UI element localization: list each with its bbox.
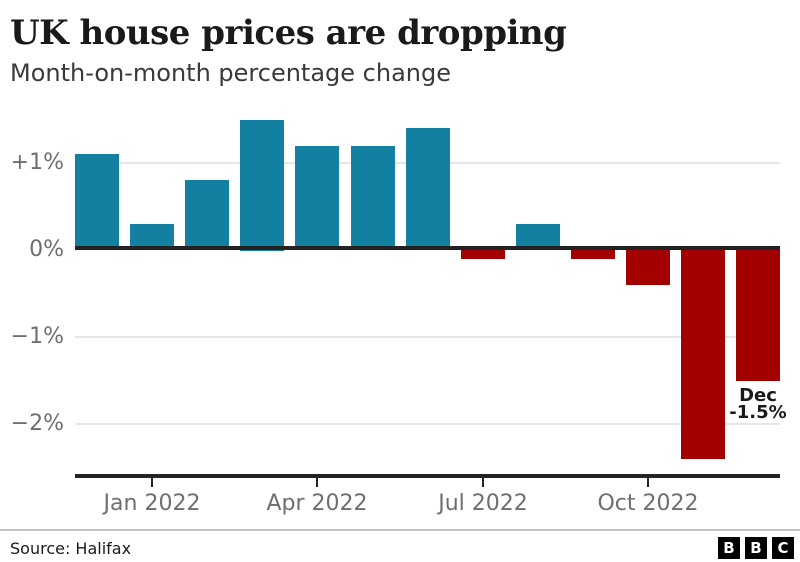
source-attribution: Source: Halifax xyxy=(10,539,132,558)
chart-subtitle: Month-on-month percentage change xyxy=(10,59,451,87)
bbc-logo-letter-icon: B xyxy=(745,537,767,559)
bar-oct-2022 xyxy=(626,250,670,285)
x-axis-line xyxy=(75,474,780,478)
bar-sep-2022 xyxy=(571,250,615,259)
bar-apr-2022 xyxy=(295,146,339,250)
x-axis-label: Jul 2022 xyxy=(438,491,528,516)
x-tick-oct-2022 xyxy=(647,478,649,487)
x-axis-label: Apr 2022 xyxy=(266,491,368,516)
x-tick-jan-2022 xyxy=(151,478,153,487)
bar-feb-2022 xyxy=(185,180,229,250)
bar-dec-2022 xyxy=(736,250,780,381)
bar-may-2022 xyxy=(351,146,395,250)
y-axis-label: +1% xyxy=(10,150,64,175)
bbc-logo-letter-icon: C xyxy=(772,537,794,559)
annotation-line: -1.5% xyxy=(729,402,787,423)
bbc-logo-letter-icon: B xyxy=(718,537,740,559)
y-axis-label: 0% xyxy=(29,237,64,262)
annotation-line: Dec xyxy=(739,385,777,406)
bar-nov-2022 xyxy=(681,250,725,459)
y-axis-label: −2% xyxy=(10,411,64,436)
x-axis-label: Oct 2022 xyxy=(597,491,699,516)
x-tick-apr-2022 xyxy=(316,478,318,487)
bar-value-annotation: Dec -1.5% xyxy=(698,385,800,423)
footer-divider xyxy=(0,529,800,531)
bar-aug-2022 xyxy=(516,224,560,250)
bar-jan-2022 xyxy=(130,224,174,250)
zero-baseline xyxy=(75,246,780,250)
x-tick-jul-2022 xyxy=(482,478,484,487)
bar-mar-2022 xyxy=(240,120,284,251)
y-axis-label: −1% xyxy=(10,324,64,349)
gridline-−2% xyxy=(75,423,780,425)
bar-jun-2022 xyxy=(406,128,450,250)
gridline-−1% xyxy=(75,336,780,338)
bar-jul-2022 xyxy=(461,250,505,259)
bar-dec-2021 xyxy=(75,154,119,250)
chart-title: UK house prices are dropping xyxy=(10,13,567,53)
x-axis-label: Jan 2022 xyxy=(103,491,201,516)
